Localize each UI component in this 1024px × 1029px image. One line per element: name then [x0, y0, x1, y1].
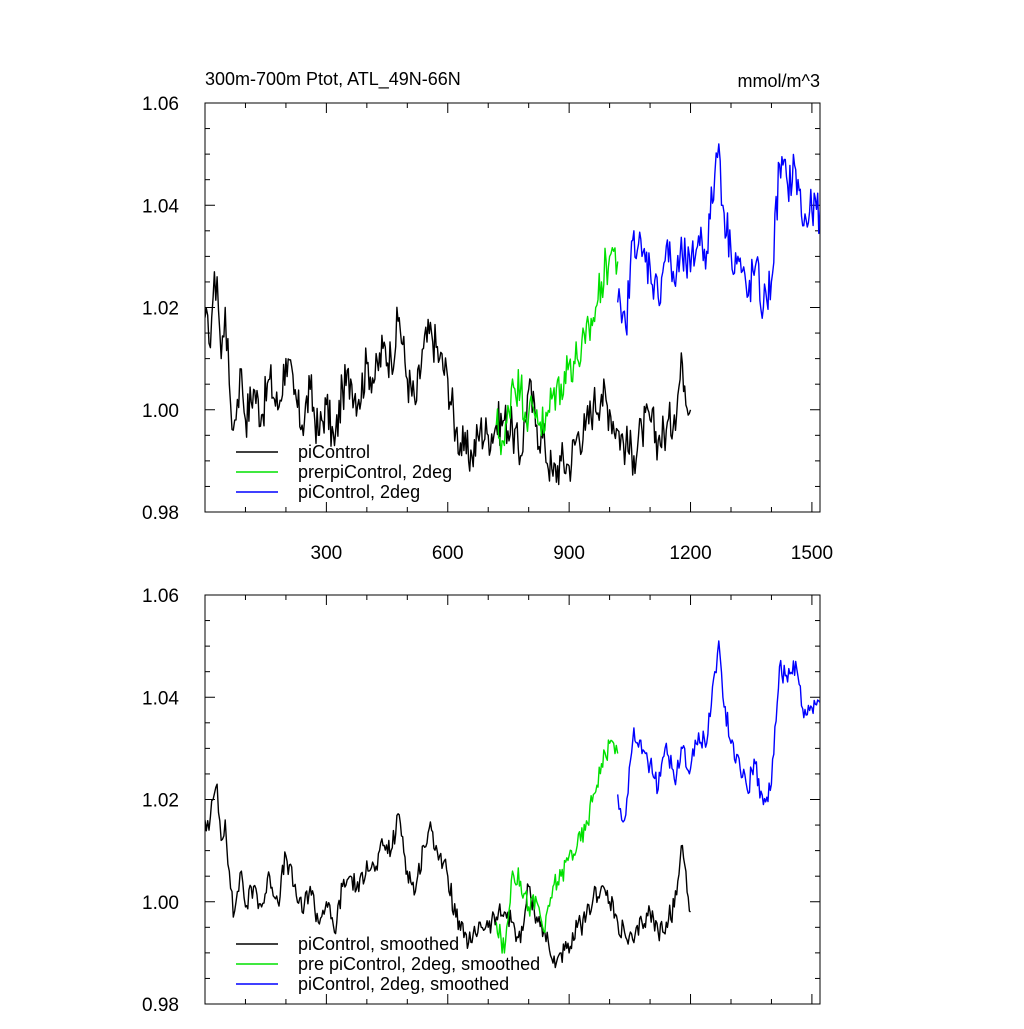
y-tick-label: 1.04 — [142, 196, 179, 217]
y-tick-label: 1.06 — [142, 94, 179, 115]
x-tick-label: 600 — [432, 543, 464, 564]
y-tick-label: 1.06 — [142, 586, 179, 607]
x-tick-label: 300 — [311, 543, 343, 564]
y-tick-label: 1.00 — [142, 401, 179, 422]
legend-label: prerpiControl, 2deg — [298, 462, 452, 482]
chart-title: 300m-700m Ptot, ATL_49N-66N — [205, 69, 461, 90]
series-line-pre-picontrol-2deg — [495, 246, 619, 456]
y-tick-label: 1.02 — [142, 791, 179, 812]
legend-label: pre piControl, 2deg, smoothed — [298, 954, 540, 974]
series-line-picontrol-2deg-smoothed — [617, 640, 820, 823]
y-tick-label: 1.04 — [142, 688, 179, 709]
units-label: mmol/m^3 — [738, 71, 820, 91]
legend-label: piControl, 2deg, smoothed — [298, 974, 509, 994]
legend-label: piControl, 2deg — [298, 482, 420, 502]
series-line-pre-picontrol-2deg-smoothed — [495, 739, 619, 954]
x-tick-label: 1500 — [791, 543, 833, 564]
series-line-picontrol-2deg — [617, 143, 820, 336]
y-tick-label: 0.98 — [142, 995, 179, 1016]
legend-label: piControl, smoothed — [298, 934, 459, 954]
series-line-picontrol-smoothed — [205, 783, 691, 969]
series-line-picontrol — [205, 271, 692, 486]
legend-label: piControl — [298, 442, 370, 462]
y-tick-label: 1.00 — [142, 893, 179, 914]
y-tick-label: 1.02 — [142, 299, 179, 320]
y-tick-label: 0.98 — [142, 503, 179, 524]
x-tick-label: 900 — [553, 543, 585, 564]
top-panel: 0.98 1.00 1.02 1.04 1.06 300 600 900 1200 1500 piC… — [142, 94, 833, 564]
x-tick-label: 1200 — [669, 543, 711, 564]
